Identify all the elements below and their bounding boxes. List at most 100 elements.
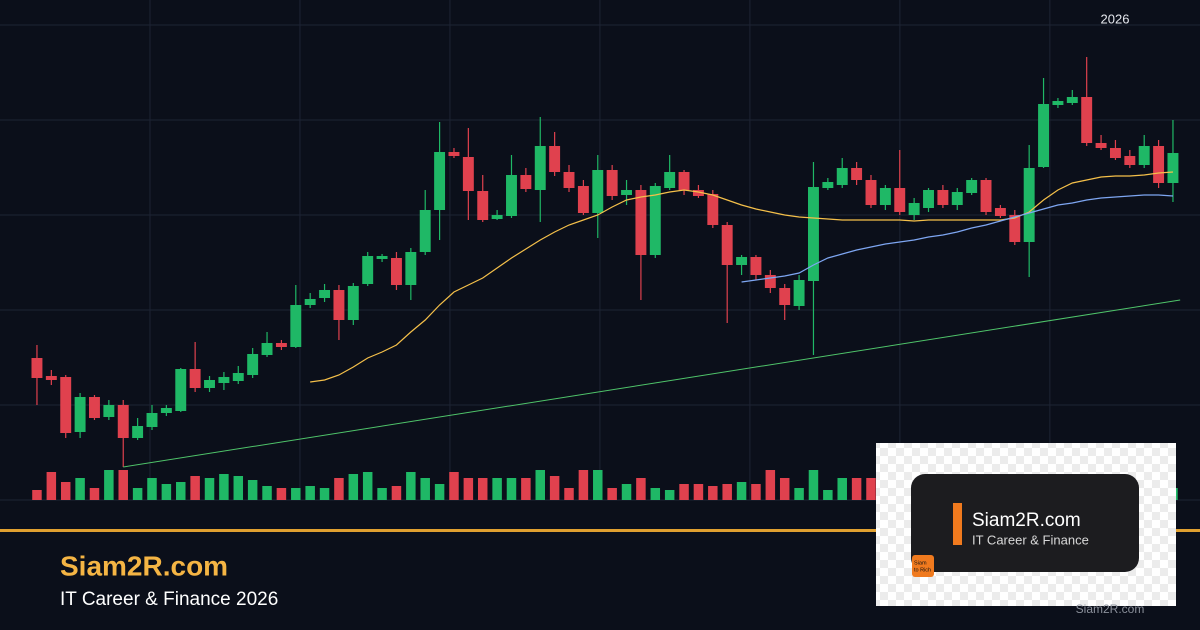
candle-body [160, 408, 172, 413]
candle-body [1066, 97, 1078, 103]
volume-bar [492, 478, 502, 500]
candle-body [1052, 101, 1064, 105]
volume-bar [305, 486, 315, 500]
candle-body [966, 180, 978, 193]
candle-body [592, 170, 604, 213]
volume-bar [406, 472, 416, 500]
candle-body [333, 290, 345, 320]
volume-bar [564, 488, 574, 500]
candle-body [577, 186, 589, 213]
volume-bar [161, 484, 172, 500]
candle-body [937, 190, 949, 205]
candle-body [994, 208, 1006, 216]
candle-body [103, 405, 115, 417]
logo-card [911, 474, 1139, 572]
volume-bar [247, 480, 258, 500]
volume-bar [319, 488, 330, 500]
candle-body [275, 343, 287, 347]
volume-bar [736, 482, 747, 500]
volume-bar [765, 470, 776, 500]
candle-body [894, 188, 906, 212]
candle-body [750, 257, 762, 275]
candle-body [664, 172, 676, 188]
candle-body [649, 186, 661, 255]
volume-bar [506, 478, 517, 500]
volume-bar [851, 478, 862, 500]
candle-body [793, 280, 805, 306]
candle-body [606, 170, 618, 196]
candle-body [506, 175, 517, 216]
volume-bar [722, 484, 732, 500]
candle-body [980, 180, 992, 212]
volume-bar [607, 488, 617, 500]
candle-body [721, 225, 733, 265]
logo-accent [953, 503, 962, 545]
candle-body [1124, 156, 1136, 165]
candle-body [951, 192, 963, 205]
candle-body [362, 256, 374, 284]
volume-bar [334, 478, 344, 500]
candle-body [1167, 153, 1179, 183]
moving-average-line [310, 171, 1174, 383]
candle-body [434, 152, 446, 210]
footer-title: Siam2R.com [60, 550, 228, 581]
candle-body [31, 358, 43, 378]
volume-bar [708, 486, 718, 500]
volume-bar [204, 478, 215, 500]
candle-body [836, 168, 848, 185]
divider [0, 529, 1200, 532]
candle-body [462, 157, 474, 191]
candle-body [1081, 97, 1093, 143]
candle-body [290, 305, 302, 347]
volume-bar [89, 488, 100, 500]
candle-body [879, 188, 891, 205]
logo-icon [912, 555, 934, 577]
candle-body [865, 180, 877, 205]
volume-bar [693, 484, 704, 500]
candle-body [1109, 148, 1121, 158]
volume-bar [664, 490, 675, 500]
volume-bar [176, 482, 186, 500]
logo-icon-text: Siam [914, 560, 927, 566]
volume-bar [593, 470, 603, 500]
candle-body [74, 397, 86, 432]
volume-bar [521, 478, 531, 500]
volume-bar [348, 474, 359, 500]
volume-bar [362, 472, 373, 500]
candle-body [491, 215, 503, 219]
candle-body [563, 172, 575, 188]
volume-bar [132, 488, 143, 500]
volume-bar [679, 484, 689, 500]
volume-bar [535, 470, 545, 500]
logo-subtitle: IT Career & Finance [972, 532, 1089, 547]
candle-body [419, 210, 431, 252]
volume-bar [779, 478, 790, 500]
candle-body [1038, 104, 1050, 167]
candle-body [347, 286, 359, 320]
candle-body [635, 190, 647, 255]
volume-bar [46, 472, 57, 500]
volume-bar [233, 476, 244, 500]
moving-average-line [741, 194, 1174, 283]
candle-body [390, 258, 402, 285]
volume-bar [837, 478, 847, 500]
candle-body [304, 299, 316, 305]
volume-bar [823, 490, 833, 500]
volume-bar [147, 478, 157, 500]
candle-body [678, 172, 690, 190]
volume-bar [377, 488, 387, 500]
candle-body [261, 343, 273, 355]
logo-overlay: Siam2R.com IT Career & Finance Siam to R… [876, 443, 1176, 606]
candle-body [232, 373, 244, 381]
volume-bar [463, 478, 474, 500]
candle-body [549, 146, 561, 172]
candle-body [736, 257, 748, 265]
volume-bar [276, 488, 287, 500]
candle-body [146, 413, 158, 427]
volume-bar [449, 472, 459, 500]
candle-body [520, 175, 532, 189]
volume-bar [291, 488, 301, 500]
volume-bar [549, 476, 560, 500]
candle-body [779, 288, 791, 305]
